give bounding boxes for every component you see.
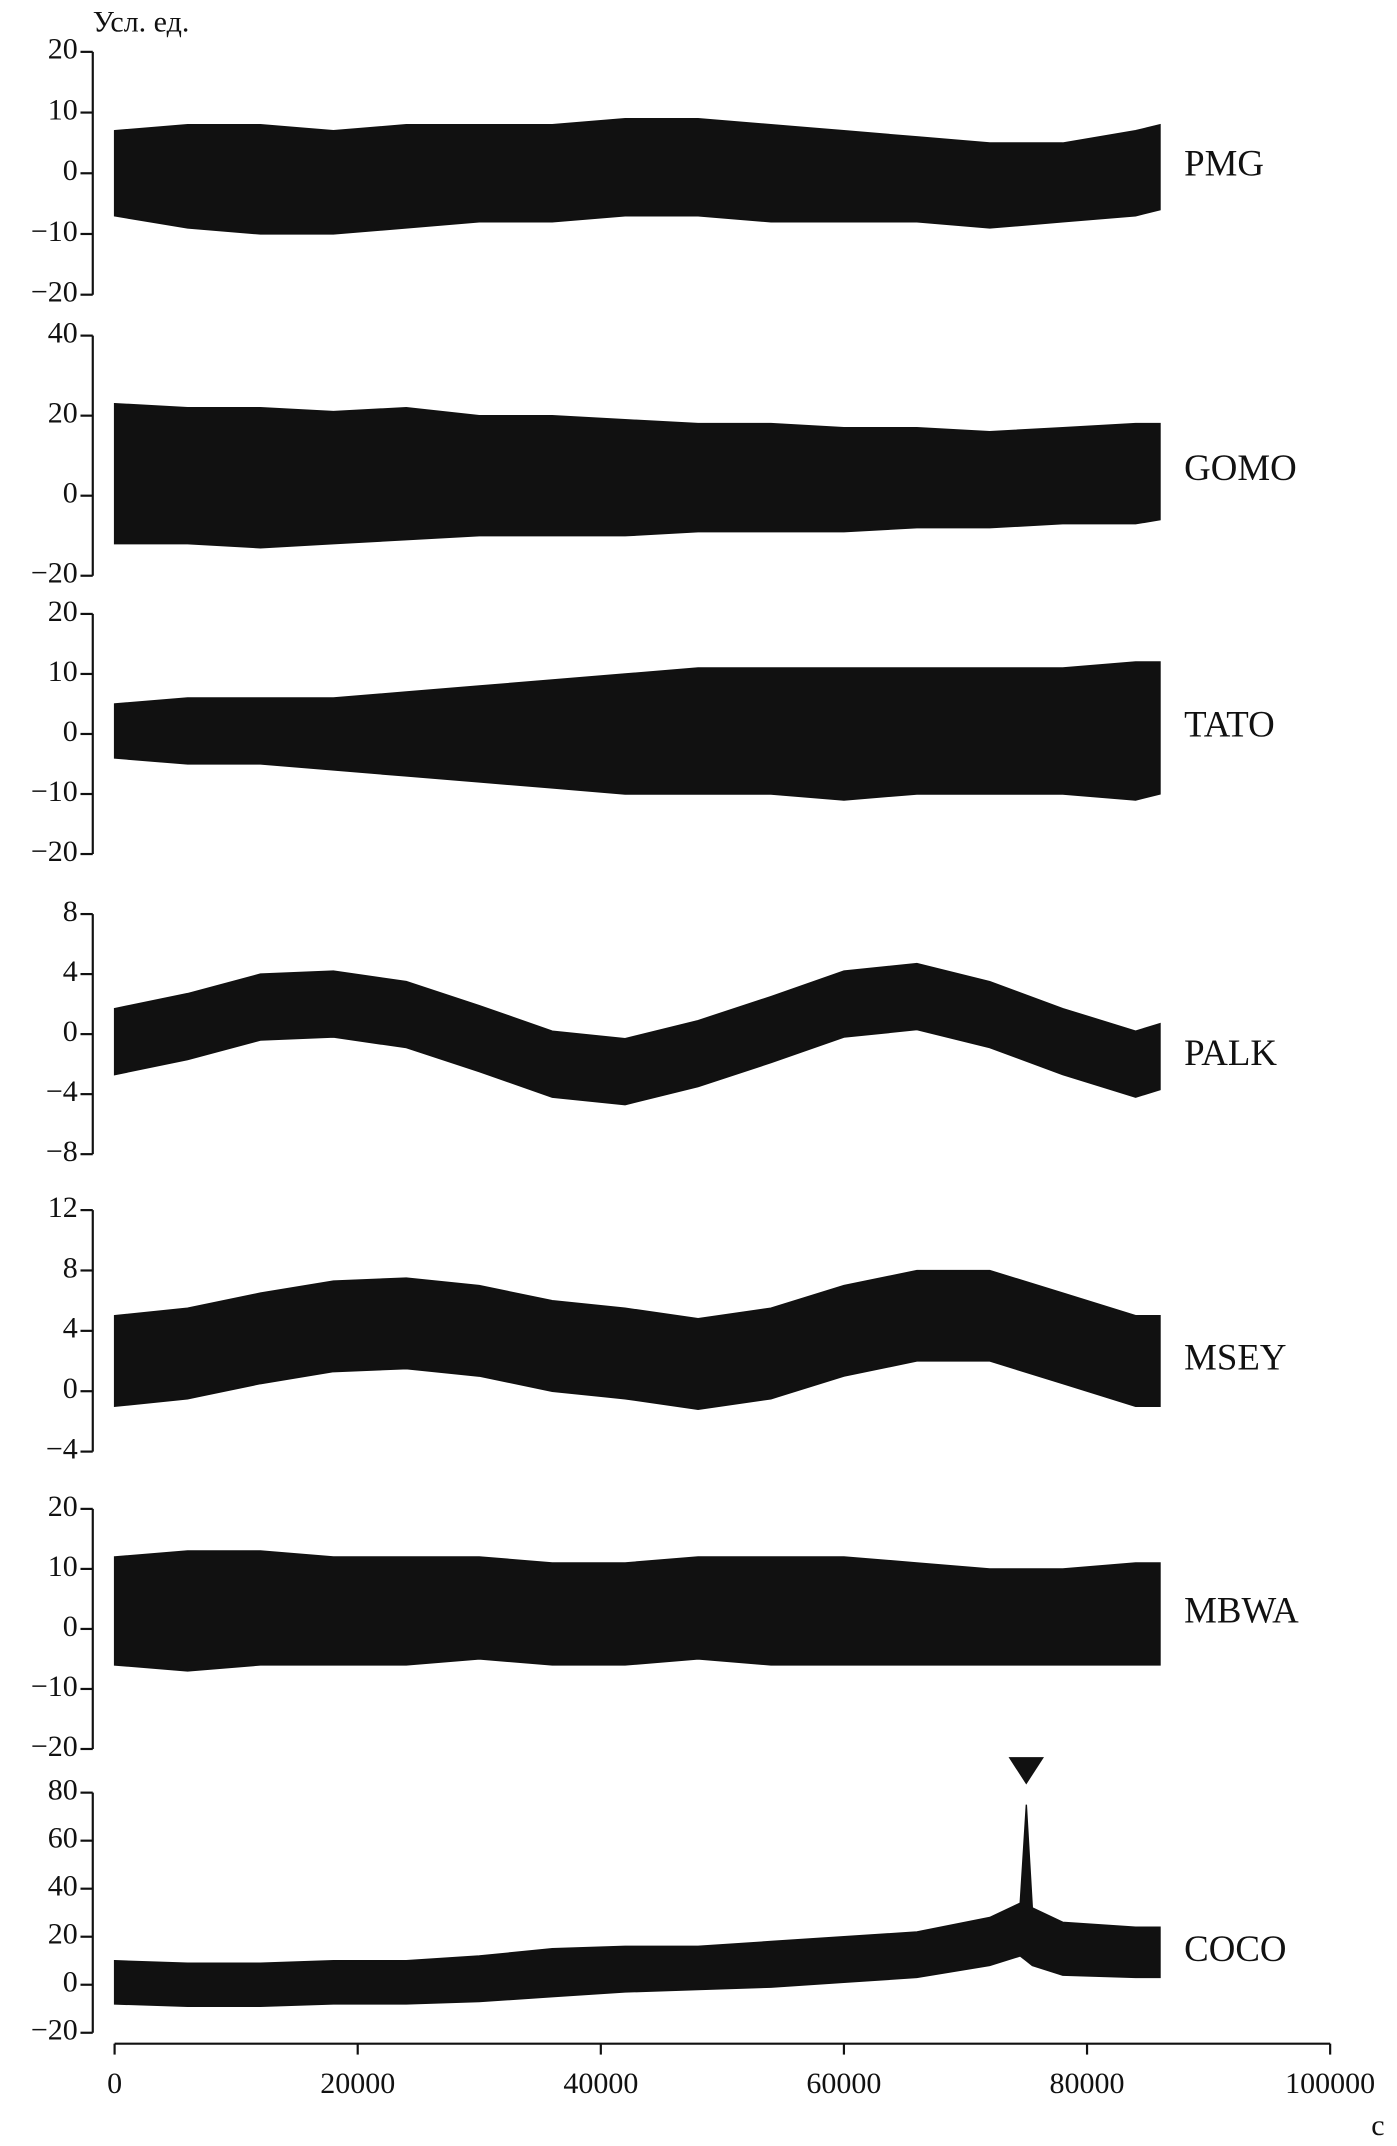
x-tick-label: 80000	[1050, 2067, 1125, 2100]
y-tick-label: −10	[31, 215, 78, 248]
y-tick-label: 8	[63, 1251, 78, 1284]
trace-band	[113, 1269, 1161, 1410]
y-tick-label: 8	[63, 895, 78, 928]
y-tick-label: 0	[63, 1372, 78, 1405]
y-tick-label: 20	[48, 33, 78, 66]
station-label: MSEY	[1184, 1336, 1286, 1377]
trace-band	[113, 118, 1161, 235]
y-tick-label: 40	[48, 317, 78, 350]
station-label: PMG	[1184, 143, 1264, 184]
trace-band	[113, 661, 1161, 801]
station-label: PALK	[1184, 1032, 1277, 1073]
y-tick-label: −20	[31, 1730, 78, 1763]
y-tick-label: 0	[63, 154, 78, 187]
y-tick-label: 0	[63, 477, 78, 510]
station-label: TATO	[1184, 703, 1275, 744]
y-tick-label: 4	[63, 1312, 78, 1345]
x-tick-label: 40000	[563, 2067, 638, 2100]
x-tick-label: 0	[107, 2067, 122, 2100]
y-tick-label: −20	[31, 2014, 78, 2047]
y-tick-label: −20	[31, 276, 78, 309]
trace-band	[113, 402, 1161, 549]
y-tick-label: −10	[31, 775, 78, 808]
trace-band	[113, 1550, 1161, 1672]
y-axis-label: Усл. ед.	[93, 5, 190, 38]
y-tick-label: 0	[63, 1610, 78, 1643]
y-tick-label: 0	[63, 1966, 78, 1999]
station-label: MBWA	[1184, 1589, 1299, 1630]
x-tick-label: 60000	[806, 2067, 881, 2100]
y-tick-label: 40	[48, 1870, 78, 1903]
y-tick-label: 20	[48, 1490, 78, 1523]
y-tick-label: 60	[48, 1822, 78, 1855]
event-marker	[1008, 1757, 1044, 1785]
y-tick-label: 20	[48, 595, 78, 628]
y-tick-label: 10	[48, 1550, 78, 1583]
station-label: GOMO	[1184, 447, 1297, 488]
y-tick-label: −20	[31, 835, 78, 868]
y-tick-label: 10	[48, 655, 78, 688]
y-tick-label: 10	[48, 93, 78, 126]
y-tick-label: 20	[48, 397, 78, 430]
trace-band	[113, 1804, 1161, 2007]
y-tick-label: 0	[63, 1015, 78, 1048]
y-tick-label: 4	[63, 955, 78, 988]
y-tick-label: −20	[31, 557, 78, 590]
x-tick-label: 20000	[320, 2067, 395, 2100]
trace-band	[113, 962, 1161, 1106]
y-tick-label: 80	[48, 1774, 78, 1807]
y-tick-label: 0	[63, 715, 78, 748]
station-label: COCO	[1184, 1928, 1286, 1969]
y-tick-label: 20	[48, 1918, 78, 1951]
x-tick-label: 100000	[1285, 2067, 1375, 2100]
y-tick-label: 12	[48, 1191, 78, 1224]
y-tick-label: −8	[46, 1135, 78, 1168]
y-tick-label: −4	[46, 1432, 78, 1465]
x-axis-label: с	[1371, 2109, 1384, 2142]
y-tick-label: −4	[46, 1075, 78, 1108]
y-tick-label: −10	[31, 1670, 78, 1703]
